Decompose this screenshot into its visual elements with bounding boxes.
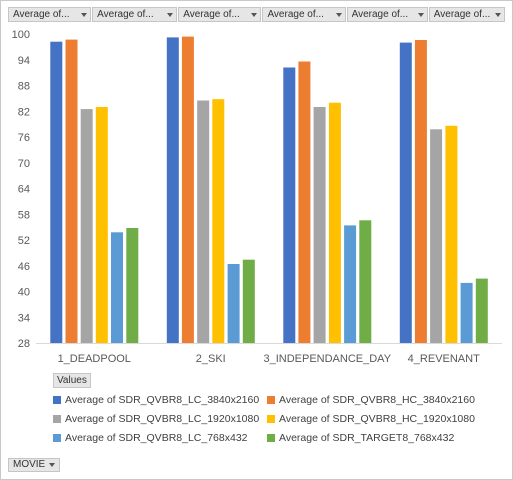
bar	[298, 61, 311, 343]
field-button-2[interactable]: Average of...	[92, 7, 178, 22]
x-tick-label: 3_INDEPENDANCE_DAY	[263, 353, 391, 365]
legend-item: Average of SDR_QVBR8_LC_3840x2160	[53, 392, 267, 407]
legend-swatch	[53, 395, 61, 404]
bar	[95, 107, 108, 343]
legend-swatch	[267, 414, 275, 423]
bar	[475, 278, 488, 343]
y-tick-label: 28	[18, 338, 30, 350]
legend-label: Average of SDR_QVBR8_LC_3840x2160	[65, 393, 260, 406]
bar	[111, 232, 123, 343]
field-button-label: Average of...	[433, 9, 491, 20]
field-button-3[interactable]: Average of...	[178, 7, 262, 22]
x-tick-label: 1_DEADPOOL	[58, 353, 131, 365]
bar	[126, 228, 139, 343]
x-tick-label: 2_SKI	[196, 353, 226, 365]
y-tick-label: 88	[18, 81, 30, 93]
y-tick-label: 64	[18, 184, 30, 196]
field-button-4[interactable]: Average of...	[262, 7, 346, 22]
y-tick-label: 100	[12, 29, 30, 41]
y-tick-label: 82	[18, 106, 30, 118]
dropdown-arrow-icon	[335, 12, 342, 17]
dropdown-arrow-icon	[167, 12, 174, 17]
legend-swatch	[53, 433, 61, 442]
bars	[50, 36, 488, 344]
legend-swatch	[267, 433, 275, 442]
dropdown-arrow-icon	[417, 12, 424, 17]
bar	[227, 264, 240, 343]
bar	[242, 259, 255, 343]
field-button-6[interactable]: Average of...	[428, 7, 505, 22]
bar	[328, 102, 341, 343]
y-tick-label: 34	[18, 312, 30, 324]
x-axis: 1_DEADPOOL 2_SKI 3_INDEPENDANCE_DAY 4_REVEN…	[36, 343, 502, 365]
bar	[414, 40, 427, 343]
legend-label: Average of SDR_QVBR8_HC_3840x2160	[279, 393, 475, 406]
legend-label: Average of SDR_TARGET8_768x432	[279, 431, 455, 444]
field-button-5[interactable]: Average of...	[346, 7, 428, 22]
dropdown-arrow-icon	[49, 463, 56, 467]
y-tick-label: 76	[18, 132, 30, 144]
bar	[359, 220, 372, 343]
movie-field-label: MOVIE	[13, 459, 46, 470]
bar	[430, 129, 443, 343]
legend-label: Average of SDR_QVBR8_LC_1920x1080	[65, 412, 260, 425]
bar	[166, 37, 179, 344]
bar	[313, 107, 326, 343]
legend-item: Average of SDR_QVBR8_LC_768x432	[53, 430, 267, 445]
legend-item: Average of SDR_TARGET8_768x432	[267, 430, 497, 445]
x-tick-label: 4_REVENANT	[408, 353, 480, 365]
y-tick-label: 58	[18, 209, 30, 221]
legend: Average of SDR_QVBR8_LC_3840x2160 Average…	[53, 392, 508, 445]
legend-item: Average of SDR_QVBR8_LC_1920x1080	[53, 411, 267, 426]
dropdown-arrow-icon	[251, 12, 258, 17]
values-field-button[interactable]: Values	[53, 373, 91, 388]
field-button-label: Average of...	[13, 9, 70, 20]
field-buttons-bar: Average of... Average of... Average of..…	[8, 7, 506, 23]
field-button-label: Average of...	[351, 9, 409, 20]
field-button-label: Average of...	[183, 9, 240, 20]
movie-field-button[interactable]: MOVIE	[8, 458, 61, 472]
bar	[283, 67, 296, 343]
y-axis: 28 34 40 46 52 58 64 70 76 82 88 94 100	[12, 29, 30, 350]
legend-label: Average of SDR_QVBR8_HC_1920x1080	[279, 412, 475, 425]
legend-item: Average of SDR_QVBR8_HC_1920x1080	[267, 411, 497, 426]
field-button-label: Average of...	[97, 9, 154, 20]
field-button-1[interactable]: Average of...	[8, 7, 92, 22]
bar	[181, 36, 194, 343]
bar	[399, 42, 412, 343]
bar	[197, 100, 210, 343]
bar	[80, 109, 93, 343]
legend-swatch	[53, 414, 61, 423]
bar	[344, 225, 357, 343]
y-tick-label: 94	[18, 55, 30, 67]
y-tick-label: 52	[18, 235, 30, 247]
y-tick-label: 46	[18, 261, 30, 273]
dropdown-arrow-icon	[495, 12, 501, 17]
y-tick-label: 40	[18, 287, 30, 299]
bar-chart: 28 34 40 46 52 58 64 70 76 82 88 94 100 1_DEADPOOL 2_…	[12, 29, 502, 365]
field-button-label: Average of...	[267, 9, 324, 20]
bar	[212, 99, 225, 343]
bar	[445, 125, 458, 343]
dropdown-arrow-icon	[81, 12, 88, 17]
bar	[65, 39, 78, 343]
legend-swatch	[267, 395, 275, 404]
bar	[460, 282, 473, 343]
legend-label: Average of SDR_QVBR8_LC_768x432	[65, 431, 248, 444]
y-tick-label: 70	[18, 158, 30, 170]
legend-item: Average of SDR_QVBR8_HC_3840x2160	[267, 392, 497, 407]
bar	[50, 41, 63, 343]
